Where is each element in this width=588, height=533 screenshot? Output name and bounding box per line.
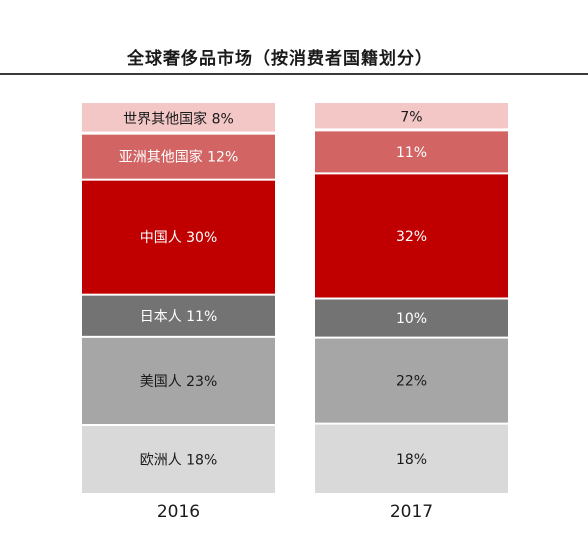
data-label-2016-日本人: 日本人 11%	[140, 309, 218, 325]
data-label-2017-日本人: 10%	[396, 311, 427, 327]
bar-segment-2017-欧洲人	[315, 424, 508, 493]
bar-segment-2017-世界其他国家	[315, 103, 508, 129]
data-label-2016-欧洲人: 欧洲人 18%	[140, 453, 218, 469]
category-label-2016: 2016	[157, 502, 200, 522]
bars-layer	[82, 103, 508, 493]
data-label-2017-世界其他国家: 7%	[400, 110, 422, 126]
bar-segment-2016-美国人	[82, 337, 275, 424]
data-label-2016-中国人: 中国人 30%	[140, 230, 218, 246]
data-label-2017-亚洲其他国家: 11%	[396, 145, 427, 161]
category-label-2017: 2017	[390, 502, 433, 522]
bar-segment-2016-日本人	[82, 295, 275, 336]
bar-segment-2017-美国人	[315, 338, 508, 423]
bar-segment-2017-亚洲其他国家	[315, 131, 508, 173]
data-label-2016-美国人: 美国人 23%	[140, 374, 218, 390]
chart-title: 全球奢侈品市场（按消费者国籍划分）	[127, 49, 433, 69]
title-rule	[0, 73, 588, 75]
labels-layer: 欧洲人 18% 美国人 23% 日本人 11% 中国人 30% 亚洲其他国家 12% 世界…	[119, 110, 427, 469]
data-label-2017-欧洲人: 18%	[396, 452, 427, 468]
bar-segment-2016-中国人	[82, 180, 275, 294]
bar-segment-2016-世界其他国家	[82, 103, 275, 132]
bar-segment-2017-日本人	[315, 299, 508, 337]
category-axis: 2016 2017	[157, 502, 433, 522]
bar-segment-2017-中国人	[315, 174, 508, 298]
bar-segment-2016-欧洲人	[82, 426, 275, 493]
data-label-2017-中国人: 32%	[396, 229, 427, 245]
data-label-2016-世界其他国家: 世界其他国家 8%	[123, 110, 234, 127]
bar-segment-2016-亚洲其他国家	[82, 134, 275, 179]
data-label-2016-亚洲其他国家: 亚洲其他国家 12%	[119, 149, 239, 166]
data-label-2017-美国人: 22%	[396, 374, 427, 390]
